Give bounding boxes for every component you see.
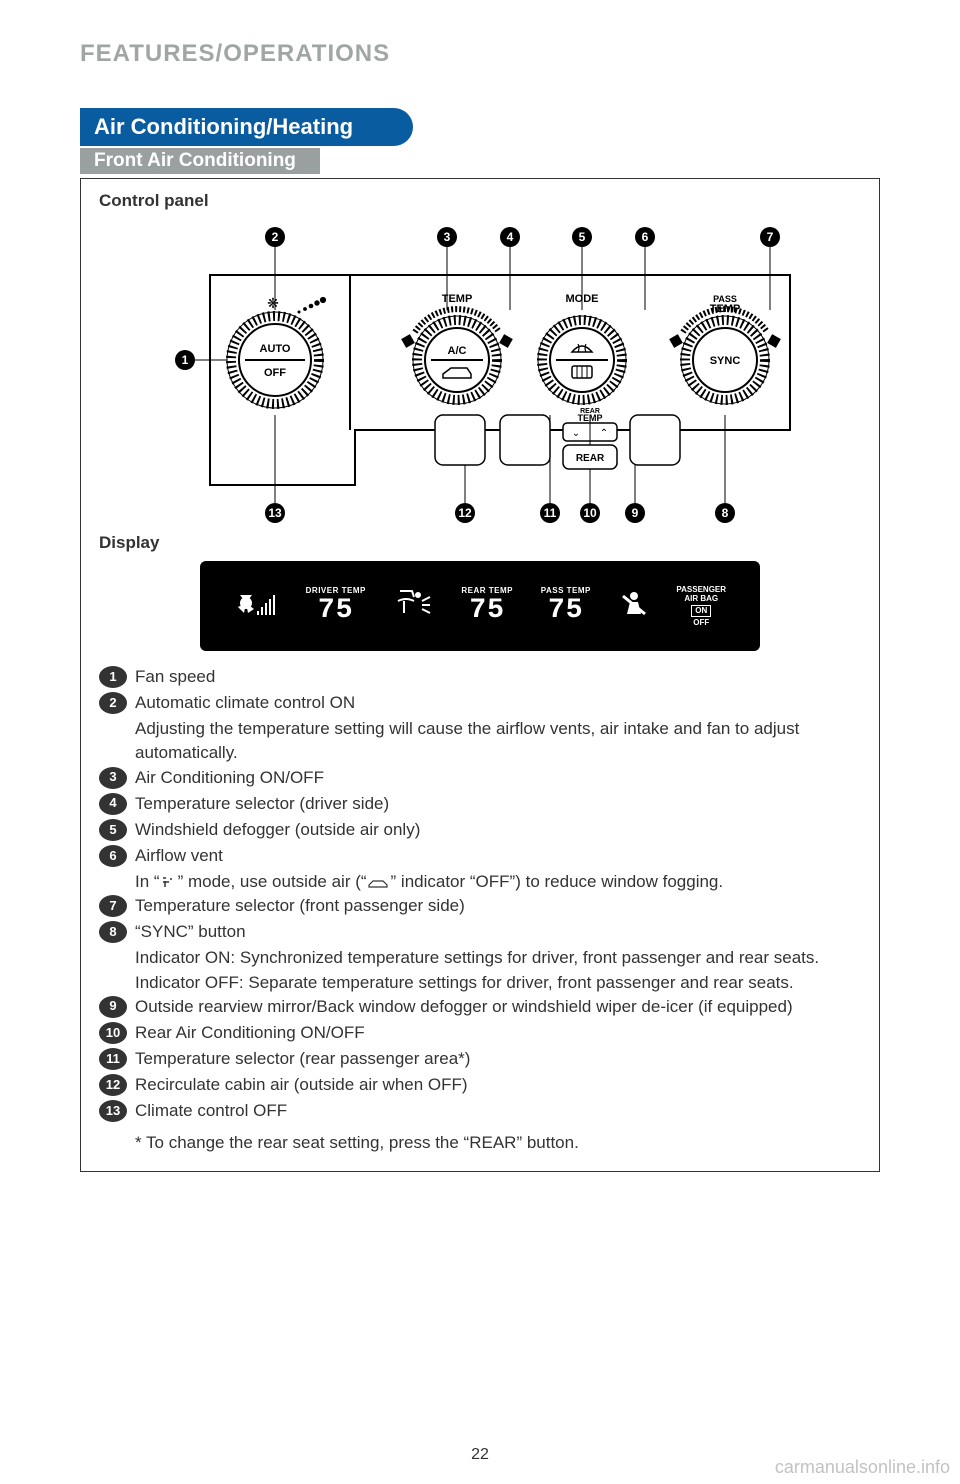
- legend-bullet: 6: [99, 845, 127, 867]
- svg-text:MODE: MODE: [566, 293, 599, 305]
- legend-item: 13 Climate control OFF: [99, 1099, 861, 1123]
- svg-text:7: 7: [767, 230, 774, 244]
- svg-text:REAR: REAR: [576, 453, 605, 464]
- svg-text:TEMP: TEMP: [577, 413, 602, 423]
- legend-item: 7 Temperature selector (front passenger s…: [99, 894, 861, 918]
- rear-temp-value: 75: [469, 595, 505, 626]
- legend-bullet: 3: [99, 767, 127, 789]
- airbag-off: OFF: [676, 618, 726, 628]
- sub-title: Front Air Conditioning: [80, 148, 320, 174]
- legend-bullet: 2: [99, 692, 127, 714]
- pass-temp-group: PASS TEMP 75: [541, 586, 591, 626]
- legend-item: 5 Windshield defogger (outside air only): [99, 818, 861, 842]
- control-panel-label: Control panel: [99, 191, 861, 211]
- legend-text: Windshield defogger (outside air only): [135, 818, 861, 842]
- page-header: FEATURES/OPERATIONS: [80, 40, 880, 68]
- legend-sub: Indicator ON: Synchronized temperature s…: [135, 946, 861, 994]
- pass-temp-value: 75: [548, 595, 584, 626]
- legend-text: Recirculate cabin air (outside air when …: [135, 1073, 861, 1097]
- svg-text:A/C: A/C: [448, 345, 467, 357]
- legend-item: 3 Air Conditioning ON/OFF: [99, 766, 861, 790]
- legend-item: 2 Automatic climate control ON: [99, 691, 861, 715]
- svg-text:OFF: OFF: [264, 367, 286, 379]
- legend-text: Climate control OFF: [135, 1099, 861, 1123]
- pass-temp-label: PASS TEMP: [541, 586, 591, 595]
- watermark: carmanualsonline.info: [775, 1457, 950, 1478]
- legend-item: 11 Temperature selector (rear passenger a…: [99, 1047, 861, 1071]
- control-panel-diagram: 23456713121110981AUTOOFF❋TEMPA/CMODEPASS…: [99, 215, 861, 525]
- svg-text:6: 6: [642, 230, 649, 244]
- legend-item: 8 “SYNC” button: [99, 920, 861, 944]
- content-box: Control panel 23456713121110981AUTOOFF❋T…: [80, 178, 880, 1172]
- svg-text:13: 13: [268, 506, 282, 520]
- legend-text: Rear Air Conditioning ON/OFF: [135, 1021, 861, 1045]
- legend-item: 9 Outside rearview mirror/Back window def…: [99, 995, 861, 1019]
- section-title-wrap: Air Conditioning/Heating: [80, 108, 880, 148]
- legend-bullet: 12: [99, 1074, 127, 1096]
- airbag-line1: PASSENGER: [676, 585, 726, 595]
- svg-text:AUTO: AUTO: [260, 343, 291, 355]
- airbag-on: ON: [691, 605, 711, 617]
- legend-item: 12 Recirculate cabin air (outside air whe…: [99, 1073, 861, 1097]
- legend-item: 6 Airflow vent: [99, 844, 861, 868]
- legend-list: 1Fan speed2Automatic climate control ONA…: [99, 665, 861, 1123]
- legend-item: 4 Temperature selector (driver side): [99, 792, 861, 816]
- legend-text: Fan speed: [135, 665, 861, 689]
- legend-text: Air Conditioning ON/OFF: [135, 766, 861, 790]
- display-panel: DRIVER TEMP 75 REAR TEMP 75 PASS TEMP 75: [200, 561, 760, 651]
- legend-bullet: 4: [99, 793, 127, 815]
- footnote: * To change the rear seat setting, press…: [135, 1133, 861, 1153]
- svg-text:1: 1: [182, 353, 189, 367]
- svg-text:9: 9: [632, 506, 639, 520]
- legend-bullet: 8: [99, 921, 127, 943]
- svg-text:10: 10: [583, 506, 597, 520]
- legend-text: Temperature selector (front passenger si…: [135, 894, 861, 918]
- legend-bullet: 11: [99, 1048, 127, 1070]
- legend-text: Temperature selector (rear passenger are…: [135, 1047, 861, 1071]
- airbag-line2: AIR BAG: [676, 594, 726, 604]
- driver-temp-group: DRIVER TEMP 75: [306, 586, 366, 626]
- seatbelt-icon: [619, 588, 649, 625]
- legend-text: Temperature selector (driver side): [135, 792, 861, 816]
- svg-text:TEMP: TEMP: [442, 293, 473, 305]
- legend-bullet: 7: [99, 895, 127, 917]
- legend-item: 10 Rear Air Conditioning ON/OFF: [99, 1021, 861, 1045]
- svg-text:11: 11: [544, 506, 557, 520]
- display-label: Display: [99, 533, 861, 553]
- svg-text:❋: ❋: [267, 295, 279, 311]
- rear-temp-label: REAR TEMP: [461, 586, 513, 595]
- section-title: Air Conditioning/Heating: [80, 108, 413, 146]
- legend-text: Automatic climate control ON: [135, 691, 861, 715]
- driver-temp-value: 75: [318, 595, 354, 626]
- svg-text:12: 12: [458, 506, 472, 520]
- svg-text:SYNC: SYNC: [710, 355, 741, 367]
- legend-text: Outside rearview mirror/Back window defo…: [135, 995, 861, 1019]
- svg-text:⌄: ⌄: [572, 428, 580, 439]
- legend-bullet: 9: [99, 996, 127, 1018]
- airflow-icon: [394, 587, 434, 626]
- legend-item: 1 Fan speed: [99, 665, 861, 689]
- svg-text:2: 2: [272, 230, 279, 244]
- rear-temp-group: REAR TEMP 75: [461, 586, 513, 626]
- legend-sub: In “” mode, use outside air (“” indicato…: [135, 870, 861, 894]
- legend-text: “SYNC” button: [135, 920, 861, 944]
- legend-bullet: 5: [99, 819, 127, 841]
- svg-text:4: 4: [507, 230, 514, 244]
- legend-bullet: 13: [99, 1100, 127, 1122]
- legend-bullet: 1: [99, 666, 127, 688]
- svg-text:⌃: ⌃: [600, 428, 608, 439]
- svg-text:3: 3: [444, 230, 451, 244]
- legend-bullet: 10: [99, 1022, 127, 1044]
- svg-text:8: 8: [722, 506, 729, 520]
- legend-text: Airflow vent: [135, 844, 861, 868]
- svg-text:5: 5: [579, 230, 586, 244]
- fan-icon: [234, 585, 278, 628]
- driver-temp-label: DRIVER TEMP: [306, 586, 366, 595]
- legend-sub: Adjusting the temperature setting will c…: [135, 717, 861, 765]
- sub-title-wrap: Front Air Conditioning: [80, 148, 880, 178]
- airbag-indicator: PASSENGER AIR BAG ON OFF: [676, 585, 726, 627]
